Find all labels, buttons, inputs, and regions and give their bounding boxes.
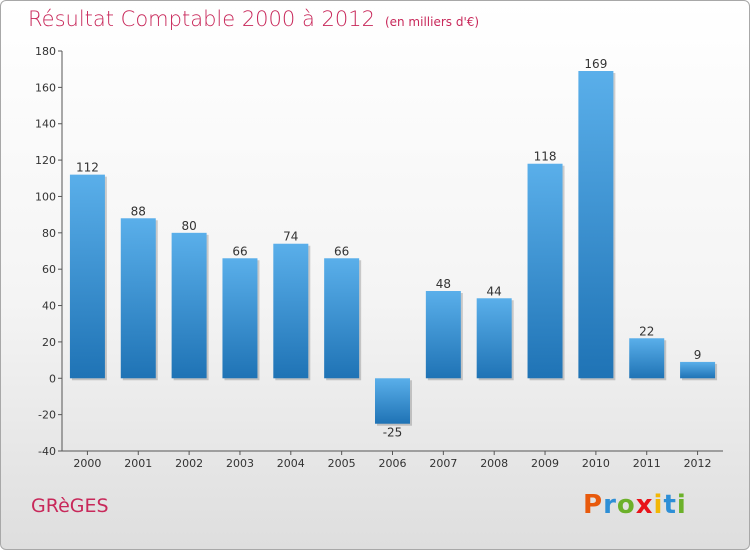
bar xyxy=(273,243,309,379)
bar xyxy=(69,174,105,379)
x-tick-label: 2000 xyxy=(73,457,101,470)
value-label: 169 xyxy=(584,57,607,71)
bar xyxy=(680,361,716,379)
value-label: 112 xyxy=(76,161,99,175)
x-tick-label: 2009 xyxy=(531,457,559,470)
y-tick-label: 140 xyxy=(35,118,56,131)
value-label: 80 xyxy=(181,219,196,233)
x-tick-label: 2011 xyxy=(633,457,661,470)
chart-unit: (en milliers d'€) xyxy=(384,15,480,29)
proxiti-logo: Proxiti xyxy=(583,490,687,520)
bar xyxy=(527,163,563,379)
y-tick-label: -20 xyxy=(38,409,56,422)
value-label: 22 xyxy=(639,324,654,338)
y-tick-label: 20 xyxy=(42,336,56,349)
y-tick-label: 100 xyxy=(35,190,56,203)
bar xyxy=(425,291,461,379)
y-tick-label: 60 xyxy=(42,263,56,276)
y-tick-label: 180 xyxy=(35,45,56,58)
value-label: 48 xyxy=(436,277,451,291)
x-tick-label: 2004 xyxy=(277,457,305,470)
value-label: -25 xyxy=(383,426,403,440)
x-tick-label: 2010 xyxy=(582,457,610,470)
x-tick-label: 2003 xyxy=(226,457,254,470)
value-label: 9 xyxy=(694,348,702,362)
y-tick-label: 0 xyxy=(49,372,56,385)
logo-letter: i xyxy=(653,490,664,520)
y-tick-label: 160 xyxy=(35,81,56,94)
chart-title-block: Résultat Comptable 2000 à 2012 (en millie… xyxy=(28,7,479,31)
bar xyxy=(629,338,665,379)
y-tick-label: 40 xyxy=(42,300,56,313)
x-tick-label: 2006 xyxy=(379,457,407,470)
value-label: 66 xyxy=(232,244,247,258)
y-tick-label: 80 xyxy=(42,227,56,240)
bar xyxy=(578,71,614,379)
bar xyxy=(375,378,410,424)
bar xyxy=(120,218,156,379)
value-label: 44 xyxy=(487,284,502,298)
value-label: 66 xyxy=(334,244,349,258)
y-tick-label: -40 xyxy=(38,445,56,458)
x-tick-label: 2012 xyxy=(684,457,712,470)
value-label: 118 xyxy=(534,150,557,164)
x-tick-label: 2001 xyxy=(124,457,152,470)
x-tick-label: 2008 xyxy=(480,457,508,470)
bar xyxy=(324,258,360,379)
logo-letter: o xyxy=(616,490,636,520)
value-label: 88 xyxy=(131,204,146,218)
bar xyxy=(171,232,207,379)
x-tick-label: 2007 xyxy=(429,457,457,470)
bar xyxy=(476,298,512,379)
value-label: 74 xyxy=(283,230,298,244)
x-tick-label: 2005 xyxy=(328,457,356,470)
logo-letter: P xyxy=(583,490,604,520)
logo-letter: x xyxy=(635,490,654,520)
town-name: GRèGES xyxy=(31,495,109,517)
y-tick-label: 120 xyxy=(35,154,56,167)
bar xyxy=(222,258,258,379)
logo-letter: i xyxy=(676,490,687,520)
logo-letter: t xyxy=(663,490,677,520)
logo-letter: r xyxy=(603,490,617,520)
chart-title: Résultat Comptable 2000 à 2012 xyxy=(28,7,375,31)
x-tick-label: 2002 xyxy=(175,457,203,470)
